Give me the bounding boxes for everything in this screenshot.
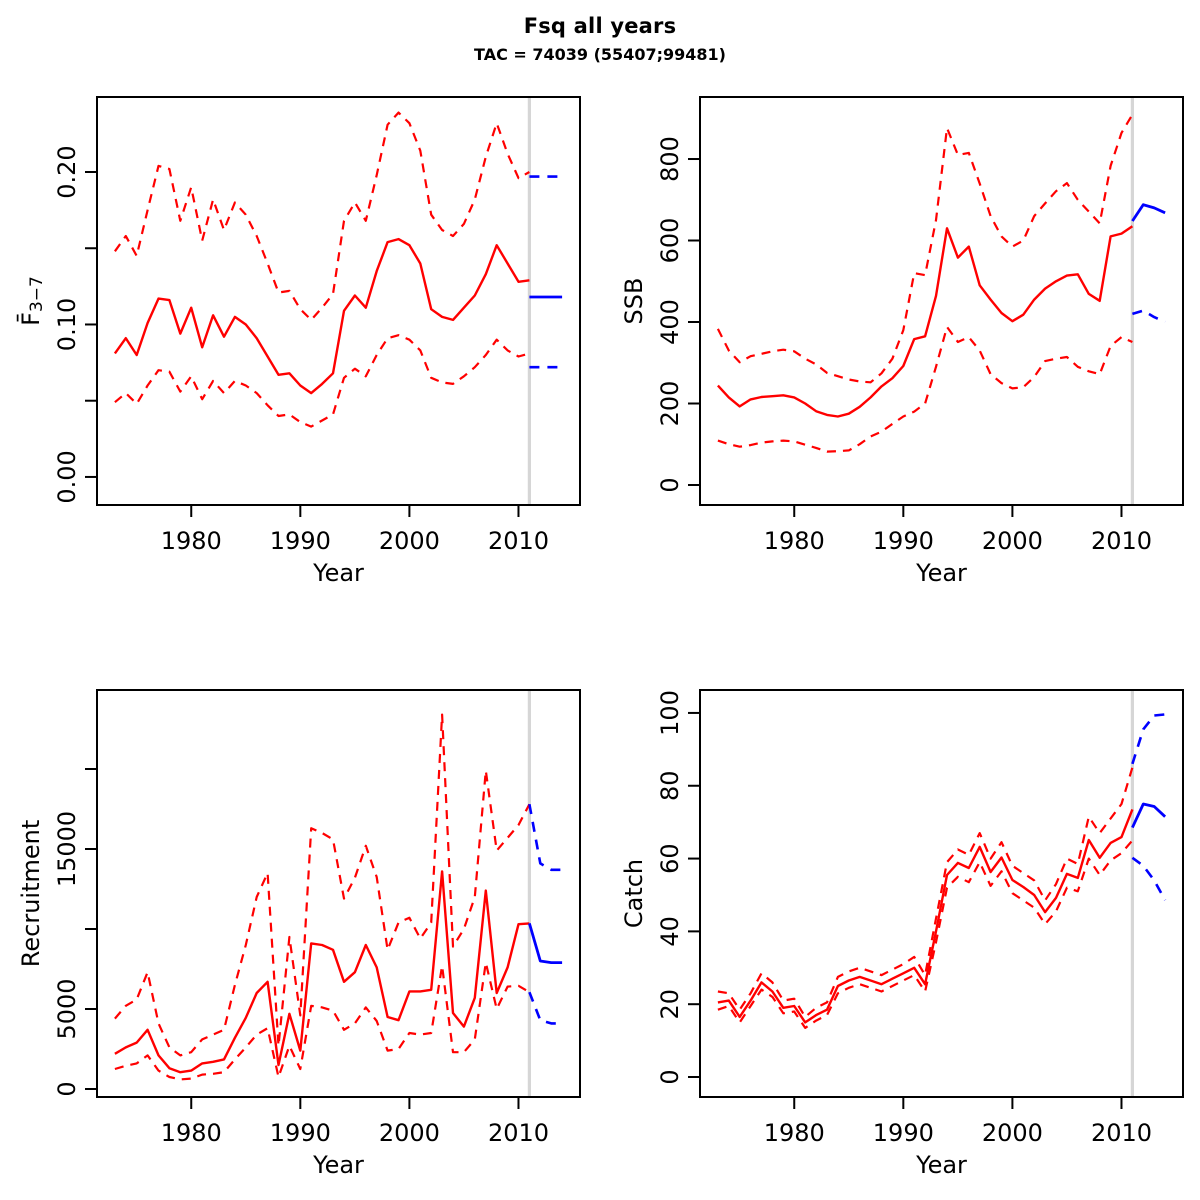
ssb-xtick-label: 1980 [764,527,825,555]
ssb-xtick-label: 2000 [982,527,1043,555]
ssb-median-line [717,225,1134,418]
fbar-yaxis-title: F̄3−7 [16,276,47,326]
panel-rec: 1980 1990 2000 2010 Year 0 5000 15000 Recruitmen… [17,689,581,1179]
fbar-upper-interval-line [114,111,530,321]
rec-plot-box [96,689,581,1098]
catch-forecast-lower-line [1131,856,1167,901]
figure-title: Fsq all years [523,14,677,38]
ssb-plot-box [699,96,1184,506]
fbar-xtick-label: 2010 [488,527,549,555]
catch-ytick-label: 100 [656,690,684,736]
ssb-forecast-lower-line [1132,309,1166,324]
catch-yaxis-title: Catch [620,859,648,928]
ssb-ytick-label: 400 [656,299,684,345]
fbar-ytick-label: 0.20 [53,145,81,198]
catch-xtick-label: 1980 [764,1119,825,1147]
ssb-forecast-median-line [1131,203,1166,222]
catch-median-line [717,808,1134,1024]
panel-ssb: 1980 1990 2000 2010 Year 0 200 400 600 800 SSB [620,96,1184,587]
fbar-lower-interval-line [114,334,530,428]
rec-upper-interval-line [114,713,531,1057]
catch-xtick-label: 2000 [982,1119,1043,1147]
fbar-xtick-label: 1990 [270,527,331,555]
ssb-xtick-label: 2010 [1091,527,1152,555]
ssb-lower-interval-line [717,325,1133,453]
rec-xtick-label: 1980 [161,1119,222,1147]
ssb-ytick-label: 600 [656,218,684,264]
catch-ytick-label: 60 [656,843,684,874]
rec-forecast-upper-line [528,803,563,872]
fbar-xaxis-title: Year [312,559,364,587]
fbar-ytick-label: 0.00 [53,450,81,503]
catch-forecast-median-line [1131,802,1167,829]
ssb-ytick-label: 0 [656,477,684,492]
rec-forecast-median-line [528,923,563,964]
rec-xtick-label: 2010 [488,1119,549,1147]
fbar-xtick-label: 2000 [379,527,440,555]
catch-xaxis-title: Year [915,1151,967,1179]
rec-forecast-lower-line [528,991,563,1025]
fbar-xtick-label: 1980 [161,527,222,555]
rec-ytick-label: 0 [53,1081,81,1096]
fbar-median-line [113,237,530,395]
catch-ytick-label: 40 [656,916,684,947]
ssb-upper-interval-line [716,114,1134,384]
ssb-xtick-label: 1990 [873,527,934,555]
rec-yaxis-title: Recruitment [17,820,45,967]
catch-ytick-label: 0 [656,1069,684,1084]
rec-xtick-label: 1990 [270,1119,331,1147]
rec-ytick-label: 15000 [53,811,81,887]
fbar-plot-box [96,96,581,506]
figure-subtitle: TAC = 74039 (55407;99481) [474,45,726,64]
catch-xtick-label: 1990 [873,1119,934,1147]
rec-median-line [114,870,530,1074]
panel-fbar: 1980 1990 2000 2010 Year 0.00 0.10 0.20 F̄3−7 [16,96,581,587]
rec-xaxis-title: Year [312,1151,364,1179]
catch-ytick-label: 20 [656,989,684,1020]
catch-lower-interval-line [717,839,1134,1030]
panel-catch: 1980 1990 2000 2010 Year 0 20 40 60 80 100 Catch [620,689,1184,1179]
catch-forecast-upper-line [1131,713,1166,765]
fbar-ytick-label: 0.10 [53,298,81,351]
rec-xtick-label: 2000 [379,1119,440,1147]
rec-ytick-label: 5000 [53,978,81,1039]
rec-lower-interval-line [114,961,530,1081]
catch-xtick-label: 2010 [1091,1119,1152,1147]
catch-plot-box [699,689,1184,1098]
catch-ytick-label: 80 [656,770,684,801]
ssb-xaxis-title: Year [915,559,967,587]
ssb-ytick-label: 200 [656,381,684,427]
ssb-yaxis-title: SSB [620,278,648,325]
ssb-ytick-label: 800 [656,136,684,182]
catch-upper-interval-line [717,767,1134,1019]
